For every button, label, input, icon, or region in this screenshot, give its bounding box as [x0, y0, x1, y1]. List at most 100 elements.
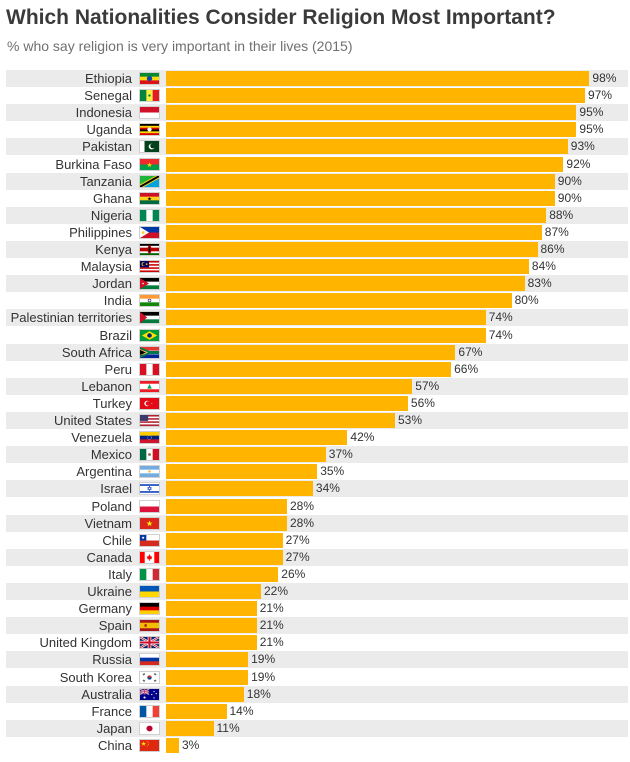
indonesia-flag-icon	[139, 106, 160, 120]
bar-philippines	[166, 224, 542, 240]
bar-canada	[166, 549, 283, 565]
chart-row-lebanon: Lebanon 57%	[6, 377, 628, 395]
jordan-flag-icon	[139, 277, 160, 291]
chart-row-chile: Chile 27%	[6, 532, 628, 549]
bar-uganda	[166, 122, 577, 138]
argentina-flag-icon	[139, 465, 160, 479]
chart-row-mexico: Mexico 37%	[6, 446, 628, 464]
value-label: 22%	[264, 584, 289, 598]
chart-row-united-kingdom: United Kingdom 21%	[6, 634, 628, 651]
category-label: Senegal	[84, 88, 132, 104]
value-label: 57%	[415, 378, 440, 393]
bar-palestinian-territories	[166, 310, 486, 326]
chart-row-germany: Germany 21%	[6, 600, 628, 617]
bar-lebanon	[166, 378, 413, 394]
chart-row-ethiopia: Ethiopia 98%	[6, 70, 628, 87]
value-label: 26%	[281, 566, 306, 581]
bar-jordan	[166, 276, 525, 292]
bar-nigeria	[166, 207, 547, 223]
category-label: Turkey	[92, 395, 132, 411]
chart-row-ukraine: Ukraine 22%	[6, 583, 628, 600]
chart-row-palestinian-territories: Palestinian territories 74%	[6, 309, 628, 327]
bar-tanzania	[166, 173, 555, 189]
category-label: South Korea	[59, 669, 132, 685]
chart-row-france: France 14%	[6, 703, 628, 720]
spain-flag-icon	[139, 619, 160, 633]
bar-vietnam	[166, 515, 287, 531]
bar-india	[166, 293, 512, 309]
value-label: 37%	[328, 447, 353, 462]
category-label: United States	[53, 413, 132, 428]
chile-flag-icon	[139, 533, 160, 547]
category-label: Peru	[104, 361, 132, 377]
chart-row-malaysia: Malaysia 84%	[6, 258, 628, 275]
value-label: 74%	[488, 327, 513, 342]
value-label: 3%	[182, 737, 200, 752]
category-label: United Kingdom	[39, 635, 133, 651]
chart-row-uganda: Uganda 95%	[6, 121, 628, 138]
bar-malaysia	[166, 259, 529, 275]
chart-row-peru: Peru 66%	[6, 361, 628, 378]
category-label: Italy	[108, 566, 132, 582]
peru-flag-icon	[139, 362, 160, 376]
value-label: 35%	[320, 464, 345, 479]
bar-italy	[166, 566, 279, 582]
chart-row-indonesia: Indonesia 95%	[6, 104, 628, 122]
bar-south-africa	[166, 344, 456, 360]
mexico-flag-icon	[139, 448, 160, 462]
category-label: Palestinian territories	[10, 310, 132, 326]
chart-row-china: China 3%	[6, 737, 628, 754]
bar-united-states	[166, 413, 395, 428]
value-label: 21%	[259, 635, 284, 650]
category-label: Spain	[98, 618, 132, 634]
ghana-flag-icon	[139, 191, 160, 205]
value-label: 56%	[410, 395, 435, 410]
tanzania-flag-icon	[139, 174, 160, 188]
category-label: Indonesia	[75, 105, 132, 121]
chart-row-tanzania: Tanzania 90%	[6, 172, 628, 190]
category-label: Venezuela	[71, 430, 132, 446]
chart-row-argentina: Argentina 35%	[6, 463, 628, 480]
value-label: 42%	[350, 430, 375, 445]
bar-ukraine	[166, 584, 261, 599]
bar-pakistan	[166, 139, 568, 155]
category-label: Argentina	[76, 464, 132, 480]
value-label: 95%	[579, 105, 604, 120]
category-label: Jordan	[92, 276, 132, 292]
value-label: 66%	[454, 361, 479, 376]
value-label: 86%	[540, 242, 565, 256]
category-label: France	[91, 703, 132, 719]
value-label: 90%	[557, 190, 582, 205]
chart-row-israel: Israel 34%	[6, 480, 628, 498]
china-flag-icon	[139, 738, 160, 752]
canada-flag-icon	[139, 550, 160, 564]
chart-row-brazil: Brazil 74%	[6, 327, 628, 344]
bar-burkina-faso	[166, 156, 564, 172]
germany-flag-icon	[139, 602, 160, 616]
chart-row-united-states: United States 53%	[6, 412, 628, 429]
category-label: Uganda	[86, 122, 132, 138]
bar-spain	[166, 618, 257, 634]
value-label: 28%	[290, 498, 315, 513]
chart-row-russia: Russia 19%	[6, 651, 628, 669]
category-label: Ukraine	[87, 584, 132, 599]
chart-row-jordan: Jordan 83%	[6, 275, 628, 293]
united-kingdom-flag-icon	[139, 636, 160, 650]
chart-row-nigeria: Nigeria 88%	[6, 206, 628, 224]
category-label: Ethiopia	[85, 71, 132, 86]
chart-row-poland: Poland 28%	[6, 498, 628, 515]
bar-peru	[166, 361, 452, 377]
category-label: Poland	[91, 498, 132, 514]
category-label: Vietnam	[84, 515, 132, 531]
australia-flag-icon	[139, 687, 160, 701]
japan-flag-icon	[139, 721, 160, 735]
burkina-faso-flag-icon	[139, 157, 160, 171]
chart-row-turkey: Turkey 56%	[6, 395, 628, 412]
united-states-flag-icon	[139, 414, 160, 427]
bar-turkey	[166, 395, 408, 411]
value-label: 95%	[579, 122, 604, 137]
chart-row-philippines: Philippines 87%	[6, 224, 628, 241]
brazil-flag-icon	[139, 328, 160, 342]
israel-flag-icon	[139, 482, 160, 496]
bar-venezuela	[166, 430, 348, 446]
